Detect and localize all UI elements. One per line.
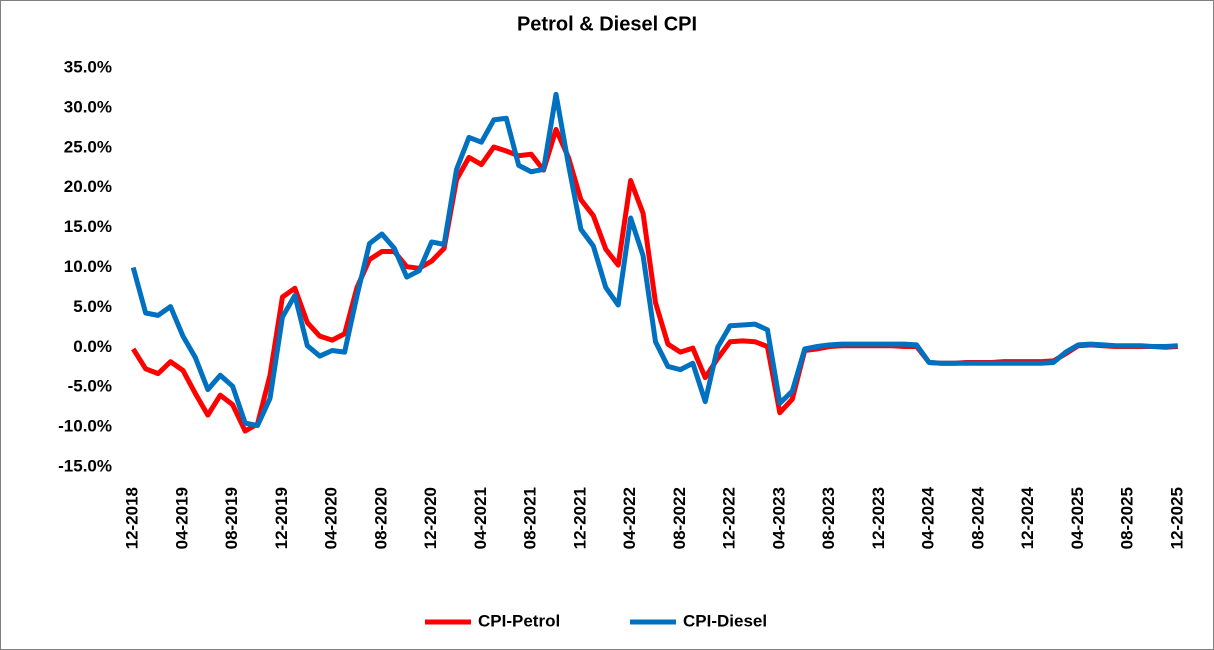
series-line	[130, 91, 1178, 428]
x-tick-label: 04-2020	[322, 487, 341, 549]
x-tick-label: 12-2025	[1167, 487, 1186, 549]
x-tick-label: 04-2021	[471, 487, 490, 549]
legend-label: CPI-Petrol	[478, 611, 560, 630]
x-tick-label: 12-2021	[570, 487, 589, 549]
y-tick-label: -10.0%	[58, 417, 112, 436]
y-tick-label: 20.0%	[64, 177, 112, 196]
x-tick-label: 12-2023	[869, 487, 888, 549]
y-tick-label: 35.0%	[64, 57, 112, 76]
y-tick-label: 5.0%	[73, 297, 112, 316]
x-tick-label: 08-2022	[670, 487, 689, 549]
x-tick-label: 12-2018	[123, 487, 142, 549]
y-tick-label: 30.0%	[64, 97, 112, 116]
y-tick-label: 10.0%	[64, 257, 112, 276]
y-tick-label: -15.0%	[58, 456, 112, 475]
legend-label: CPI-Diesel	[683, 611, 767, 630]
x-tick-label: 12-2022	[720, 487, 739, 549]
y-tick-label: 25.0%	[64, 137, 112, 156]
chart-title: Petrol & Diesel CPI	[517, 13, 697, 35]
x-tick-label: 12-2024	[1018, 486, 1037, 549]
x-tick-label: 08-2023	[819, 487, 838, 549]
x-tick-label: 08-2020	[371, 487, 390, 549]
y-tick-label: -5.0%	[68, 377, 112, 396]
x-tick-label: 04-2019	[172, 487, 191, 549]
x-tick-label: 04-2025	[1068, 487, 1087, 549]
x-tick-label: 08-2024	[968, 486, 987, 549]
x-tick-label: 04-2023	[769, 487, 788, 549]
x-tick-label: 12-2020	[421, 487, 440, 549]
x-tick-label: 04-2022	[620, 487, 639, 549]
y-tick-label: 0.0%	[73, 337, 112, 356]
x-tick-label: 08-2025	[1118, 487, 1137, 549]
x-tick-label: 08-2019	[222, 487, 241, 549]
x-tick-label: 04-2024	[919, 486, 938, 549]
y-tick-label: 15.0%	[64, 217, 112, 236]
x-tick-label: 12-2019	[272, 487, 291, 549]
x-tick-label: 08-2021	[521, 487, 540, 549]
